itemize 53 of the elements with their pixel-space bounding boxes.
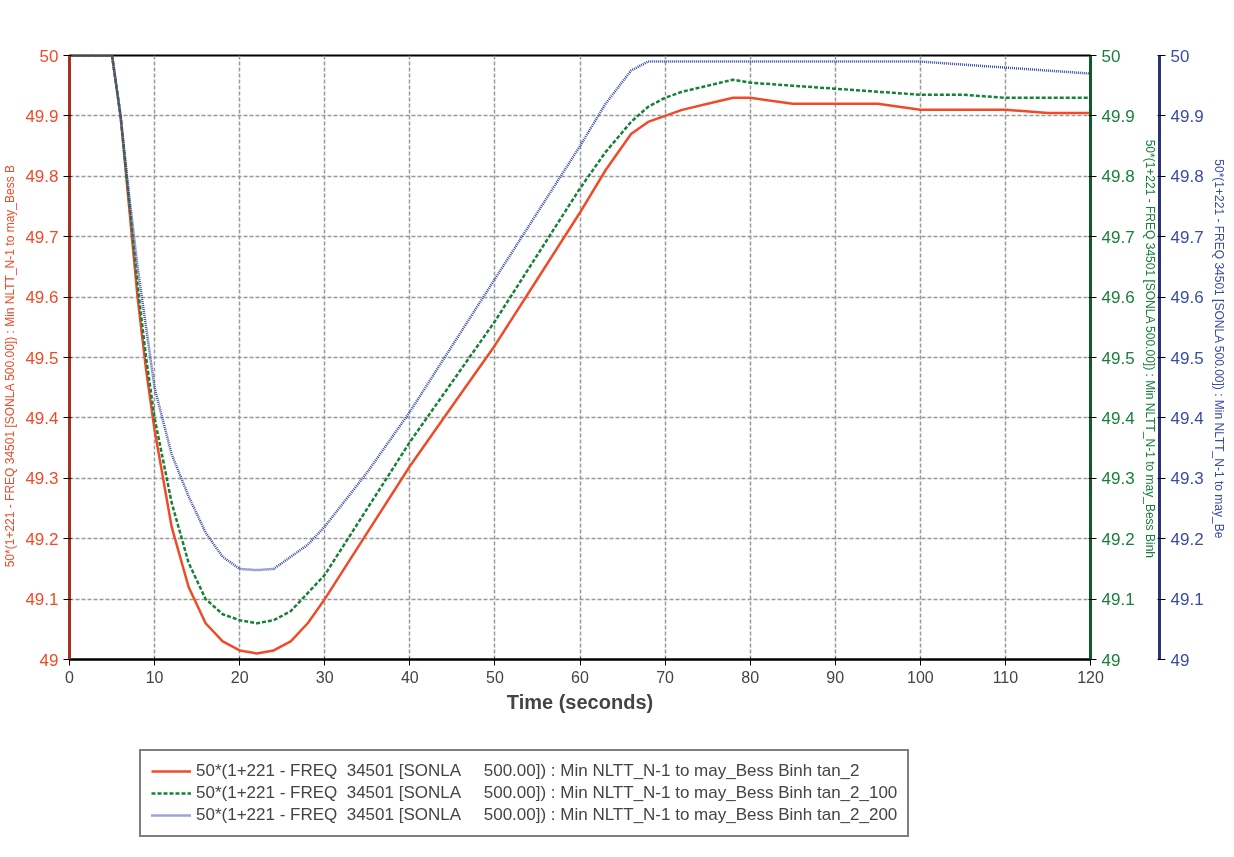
y-tick-label: 49.9 — [25, 106, 59, 126]
x-axis-title: Time (seconds) — [506, 690, 654, 713]
y3-tick-label: 49.9 — [1170, 106, 1204, 126]
y3-tick-label: 49.3 — [1170, 469, 1204, 489]
x-tick-label: 10 — [145, 668, 164, 686]
y-tick-label: 49.7 — [25, 227, 59, 247]
y3-axis-title: 50*(1+221 - FREQ 34501 [SONLA 500.00]) : Min NLTT_N-1 to may_Be — [1211, 159, 1226, 539]
x-tick-label: 30 — [315, 668, 334, 686]
y-tick-label: 50 — [39, 46, 59, 66]
y3-tick-label: 49.2 — [1170, 529, 1204, 549]
y-axis-title: 50*(1+221 - FREQ 34501 [SONLA 500.00]) : Min NLTT_N-1 to may_Bess B — [3, 165, 18, 568]
y3-tick-label: 49.6 — [1170, 288, 1204, 308]
y-tick-label: 49.5 — [25, 348, 59, 368]
x-tick-label: 120 — [1077, 668, 1104, 686]
x-tick-label: 110 — [992, 668, 1019, 686]
x-tick-label: 50 — [486, 668, 504, 686]
y2-tick-label: 49.8 — [1101, 167, 1135, 187]
x-tick-label: 80 — [741, 668, 760, 686]
y-tick-label: 49.6 — [25, 288, 59, 308]
y3-tick-label: 49.5 — [1170, 348, 1204, 368]
x-tick-label: 60 — [571, 668, 589, 686]
y-tick-label: 49.1 — [25, 590, 59, 610]
y-tick-label: 49.8 — [25, 167, 59, 187]
y2-tick-label: 49 — [1101, 650, 1121, 670]
y2-tick-label: 49.2 — [1101, 529, 1135, 549]
y3-tick-label: 49.7 — [1170, 227, 1204, 247]
y2-tick-label: 49.5 — [1101, 348, 1135, 368]
x-tick-label: 100 — [906, 668, 934, 686]
y2-tick-label: 49.9 — [1101, 106, 1135, 126]
y3-tick-label: 49.8 — [1170, 167, 1204, 187]
x-tick-label: 90 — [826, 668, 845, 686]
y-tick-label: 49.3 — [25, 469, 59, 489]
y3-tick-label: 50 — [1170, 46, 1190, 66]
x-tick-label: 0 — [65, 668, 75, 686]
y-tick-label: 49 — [39, 650, 59, 670]
y3-tick-label: 49.1 — [1170, 590, 1204, 610]
y-tick-label: 49.4 — [25, 408, 59, 428]
legend-label: 50*(1+221 - FREQ 34501 [SONLA 500.00]) : Min NLTT_N-1 to may_Bess Binh tan_2 — [196, 761, 860, 781]
x-tick-label: 40 — [400, 668, 419, 686]
y2-tick-label: 49.1 — [1101, 590, 1135, 610]
y3-tick-label: 49 — [1170, 650, 1190, 670]
y2-tick-label: 49.4 — [1101, 408, 1135, 428]
legend-label: 50*(1+221 - FREQ 34501 [SONLA 500.00]) : Min NLTT_N-1 to may_Bess Binh tan_2_200 — [196, 805, 898, 825]
y3-tick-label: 49.4 — [1170, 408, 1204, 428]
y2-tick-label: 50 — [1101, 46, 1121, 66]
x-tick-label: 70 — [656, 668, 675, 686]
y2-tick-label: 49.3 — [1101, 469, 1135, 489]
x-tick-label: 20 — [230, 668, 249, 686]
y2-axis-title: 50*(1+221 - FREQ 34501 [SONLA 500.00]) : Min NLTT_N-1 to may_Bess Binh — [1142, 139, 1157, 558]
y2-tick-label: 49.6 — [1101, 288, 1135, 308]
y-tick-label: 49.2 — [25, 529, 59, 549]
legend-label: 50*(1+221 - FREQ 34501 [SONLA 500.00]) : Min NLTT_N-1 to may_Bess Binh tan_2_100 — [196, 783, 898, 803]
y2-tick-label: 49.7 — [1101, 227, 1135, 247]
